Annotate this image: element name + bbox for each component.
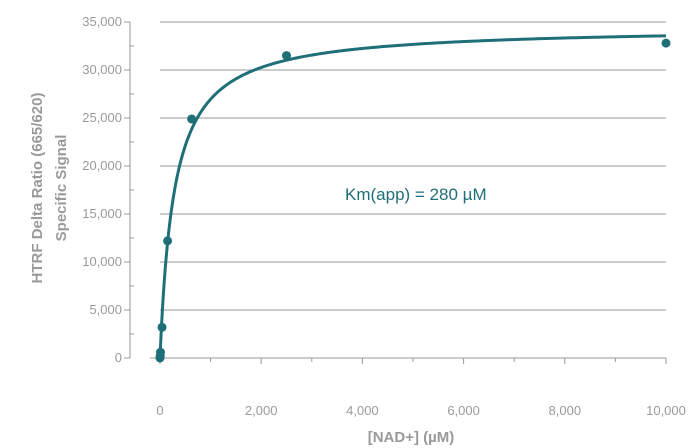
y-tick-label: 5,000 [89, 302, 122, 317]
data-points [155, 38, 671, 363]
y-axis-title-line-1: HTRF Delta Ratio (665/620) [29, 93, 46, 284]
data-point [156, 347, 166, 357]
y-tick-label: 35,000 [82, 14, 122, 29]
fit-curve [158, 34, 667, 358]
km-annotation: Km(app) = 280 µM [345, 185, 487, 204]
y-tick-label: 30,000 [82, 62, 122, 77]
x-tick-label: 0 [156, 403, 163, 418]
y-tick-label: 15,000 [82, 206, 122, 221]
y-tick-label: 20,000 [82, 158, 122, 173]
y-tick-label: 0 [115, 350, 122, 365]
data-point [282, 51, 291, 61]
x-tick-label: 8,000 [549, 403, 582, 418]
x-tick-label: 10,000 [646, 403, 686, 418]
data-point [661, 38, 671, 48]
y-axis-title-line-2: Specific Signal [53, 135, 70, 242]
tick-labels: 0 5,000 10,000 15,000 20,000 25,000 30,000 35,0… [82, 14, 686, 418]
x-tick-label: 2,000 [245, 403, 278, 418]
data-point [187, 114, 197, 124]
y-tick-label: 25,000 [82, 110, 122, 125]
grid-lines [160, 21, 666, 311]
x-axis-title: [NAD+] (µM) [368, 429, 455, 446]
data-point [163, 236, 173, 246]
x-tick-label: 6,000 [447, 403, 480, 418]
data-point [157, 322, 167, 332]
x-tick-label: 4,000 [346, 403, 379, 418]
y-tick-label: 10,000 [82, 254, 122, 269]
